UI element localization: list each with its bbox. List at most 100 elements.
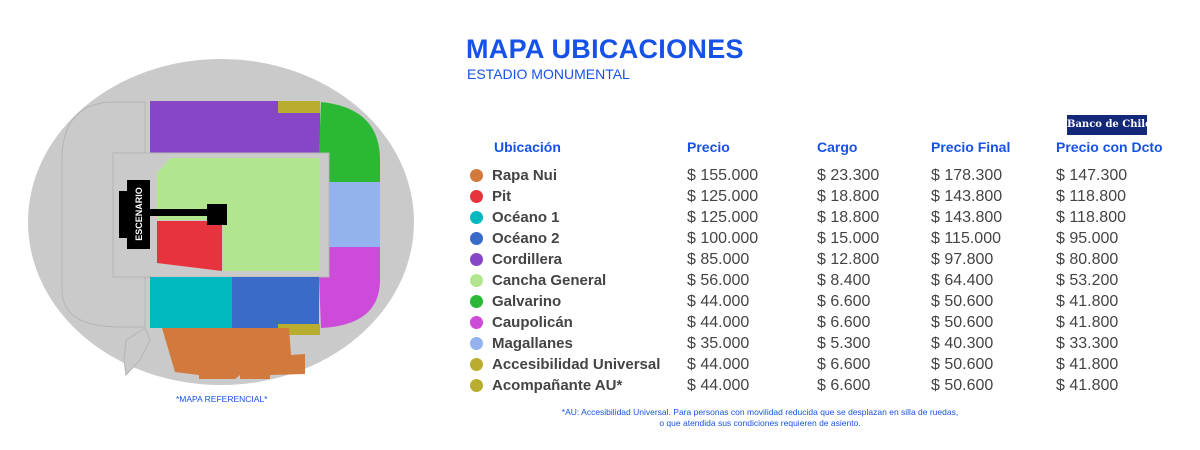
location-name: Galvarino [492, 293, 562, 310]
price: $ 56.000 [687, 272, 750, 289]
fee: $ 6.600 [817, 293, 871, 310]
col-precio-final: Precio Final [931, 139, 1011, 155]
color-dot [470, 253, 483, 266]
zone-accesibilidad-bottom[interactable] [278, 324, 320, 335]
zone-accesibilidad-top[interactable] [278, 101, 320, 113]
page-subtitle: ESTADIO MONUMENTAL [467, 66, 630, 82]
color-dot [470, 232, 483, 245]
col-cargo: Cargo [817, 139, 858, 155]
final-price: $ 50.600 [931, 314, 994, 331]
discount-price: $ 80.800 [1056, 251, 1119, 268]
price: $ 44.000 [687, 314, 750, 331]
stadium-map: ESCENARIO [28, 59, 414, 385]
table-row: Galvarino $ 44.000 $ 6.600 $ 50.600 $ 41.800 [0, 291, 1200, 312]
fee: $ 18.800 [817, 188, 880, 205]
discount-price: $ 33.300 [1056, 335, 1119, 352]
location-name: Pit [492, 188, 512, 205]
zone-oceano-1[interactable] [150, 277, 232, 328]
color-dot [470, 358, 483, 371]
fee: $ 5.300 [817, 335, 871, 352]
location-name: Océano 2 [492, 230, 560, 247]
zone-cancha-general[interactable] [157, 158, 320, 271]
discount-price: $ 41.800 [1056, 377, 1119, 394]
final-price: $ 50.600 [931, 377, 994, 394]
discount-price: $ 118.800 [1056, 209, 1126, 226]
table-row: Caupolicán $ 44.000 $ 6.600 $ 50.600 $ 41.80… [0, 312, 1200, 333]
final-price: $ 97.800 [931, 251, 994, 268]
color-dot [470, 379, 483, 392]
map-note: *MAPA REFERENCIAL* [176, 394, 268, 404]
price: $ 44.000 [687, 356, 750, 373]
zone-galvarino[interactable] [319, 102, 380, 182]
location-name: Acompañante AU* [492, 377, 623, 394]
table-row: Pit $ 125.000 $ 18.800 $ 143.800 $ 118.800 [0, 186, 1200, 207]
footnote-line-1: *AU: Accesibilidad Universal. Para perso… [561, 407, 959, 417]
final-price: $ 143.800 [931, 188, 1003, 205]
footnote-line-2: o que atendida sus condiciones requieren… [659, 418, 861, 428]
fee: $ 8.400 [817, 272, 871, 289]
table-row: Rapa Nui $ 155.000 $ 23.300 $ 178.300 $ 147.… [0, 165, 1200, 186]
final-price: $ 64.400 [931, 272, 994, 289]
color-dot [470, 211, 483, 224]
price: $ 44.000 [687, 377, 750, 394]
price: $ 85.000 [687, 251, 750, 268]
table-row: Magallanes $ 35.000 $ 5.300 $ 40.300 $ 33.30… [0, 333, 1200, 354]
col-ubicacion: Ubicación [494, 139, 561, 155]
discount-price: $ 147.300 [1056, 167, 1128, 184]
final-price: $ 50.600 [931, 356, 994, 373]
discount-price: $ 53.200 [1056, 272, 1119, 289]
location-name: Magallanes [492, 335, 573, 352]
fee: $ 6.600 [817, 314, 871, 331]
zone-magallanes[interactable] [329, 182, 380, 247]
discount-price: $ 118.800 [1056, 188, 1126, 205]
fee: $ 12.800 [817, 251, 880, 268]
bank-logo: Banco de Chile [1067, 115, 1151, 135]
location-name: Cancha General [492, 272, 607, 289]
location-name: Accesibilidad Universal [492, 356, 661, 373]
fee: $ 23.300 [817, 167, 880, 184]
location-name: Océano 1 [492, 209, 560, 226]
price: $ 44.000 [687, 293, 750, 310]
page-title: MAPA UBICACIONES [466, 34, 744, 64]
fee: $ 6.600 [817, 377, 871, 394]
stage: ESCENARIO [119, 180, 227, 249]
discount-price: $ 95.000 [1056, 230, 1119, 247]
table-row: Océano 2 $ 100.000 $ 15.000 $ 115.000 $ 95.0… [0, 228, 1200, 249]
zone-rapa-nui[interactable] [162, 328, 305, 379]
final-price: $ 115.000 [931, 230, 1001, 247]
discount-price: $ 41.800 [1056, 293, 1119, 310]
table-row: Océano 1 $ 125.000 $ 18.800 $ 143.800 $ 118.… [0, 207, 1200, 228]
col-precio-dcto: Precio con Dcto [1056, 139, 1163, 155]
zone-pit[interactable] [157, 221, 222, 271]
location-name: Rapa Nui [492, 167, 558, 184]
fee: $ 6.600 [817, 356, 871, 373]
price: $ 125.000 [687, 209, 759, 226]
final-price: $ 40.300 [931, 335, 994, 352]
color-dot [470, 316, 483, 329]
price: $ 155.000 [687, 167, 759, 184]
table-row: Cordillera $ 85.000 $ 12.800 $ 97.800 $ 80.8… [0, 249, 1200, 270]
color-dot [470, 169, 483, 182]
color-dot [470, 337, 483, 350]
price: $ 125.000 [687, 188, 759, 205]
footnote: *AU: Accesibilidad Universal. Para perso… [520, 407, 1000, 429]
zone-caupolican[interactable] [319, 247, 380, 328]
location-name: Caupolicán [492, 314, 573, 331]
discount-price: $ 41.800 [1056, 314, 1119, 331]
table-row: Accesibilidad Universal $ 44.000 $ 6.600 $ … [0, 354, 1200, 375]
price: $ 35.000 [687, 335, 750, 352]
zone-oceano-2[interactable] [232, 277, 319, 328]
table-row: Cancha General $ 56.000 $ 8.400 $ 64.400 $ 5… [0, 270, 1200, 291]
final-price: $ 143.800 [931, 209, 1003, 226]
price: $ 100.000 [687, 230, 759, 247]
discount-price: $ 41.800 [1056, 356, 1119, 373]
table-row: Acompañante AU* $ 44.000 $ 6.600 $ 50.600 $ … [0, 375, 1200, 396]
fee: $ 15.000 [817, 230, 880, 247]
fee: $ 18.800 [817, 209, 880, 226]
location-name: Cordillera [492, 251, 563, 268]
color-dot [470, 190, 483, 203]
col-precio: Precio [687, 139, 730, 155]
final-price: $ 178.300 [931, 167, 1003, 184]
stage-label: ESCENARIO [134, 187, 144, 241]
entrance-left [123, 327, 151, 377]
